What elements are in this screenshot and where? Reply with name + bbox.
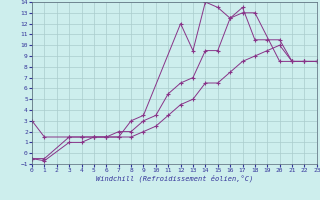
X-axis label: Windchill (Refroidissement éolien,°C): Windchill (Refroidissement éolien,°C) — [96, 175, 253, 182]
